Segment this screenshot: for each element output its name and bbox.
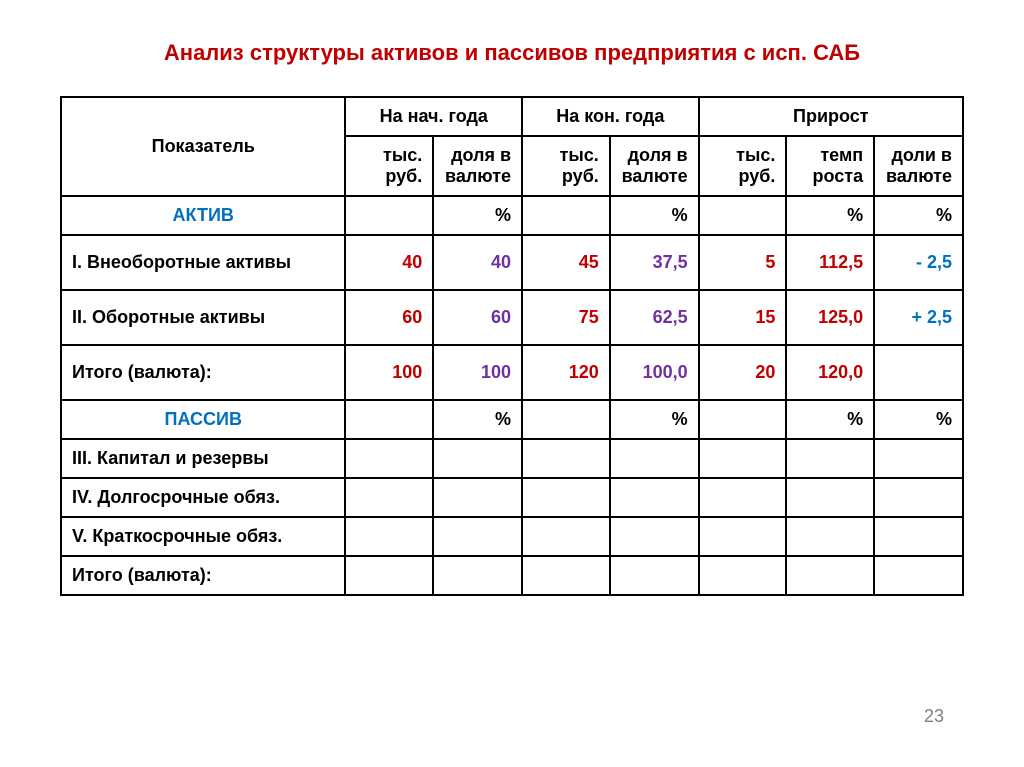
cell bbox=[433, 439, 522, 478]
col-start-year: На нач. года bbox=[345, 97, 522, 136]
cell bbox=[345, 439, 433, 478]
cell bbox=[874, 517, 963, 556]
passive-header-row: ПАССИВ % % % % bbox=[61, 400, 963, 439]
row-label: Итого (валюта): bbox=[61, 345, 345, 400]
cell: 60 bbox=[345, 290, 433, 345]
row-label: II. Оборотные активы bbox=[61, 290, 345, 345]
cell bbox=[699, 400, 787, 439]
cell bbox=[345, 556, 433, 595]
cell bbox=[699, 478, 787, 517]
table-row: III. Капитал и резервы bbox=[61, 439, 963, 478]
cell: - 2,5 bbox=[874, 235, 963, 290]
cell bbox=[786, 439, 874, 478]
table-row: II. Оборотные активы 60 60 75 62,5 15 12… bbox=[61, 290, 963, 345]
col-share-2: доля в валюте bbox=[610, 136, 699, 196]
cell bbox=[522, 517, 610, 556]
cell: + 2,5 bbox=[874, 290, 963, 345]
header-row-1: Показатель На нач. года На кон. года При… bbox=[61, 97, 963, 136]
cell: % bbox=[874, 196, 963, 235]
table-row: V. Краткосрочные обяз. bbox=[61, 517, 963, 556]
cell bbox=[522, 196, 610, 235]
row-label: Итого (валюта): bbox=[61, 556, 345, 595]
table-row: Итого (валюта): bbox=[61, 556, 963, 595]
cell bbox=[699, 517, 787, 556]
row-label: V. Краткосрочные обяз. bbox=[61, 517, 345, 556]
cell bbox=[874, 439, 963, 478]
cell: % bbox=[433, 400, 522, 439]
cell: 100 bbox=[433, 345, 522, 400]
cell bbox=[522, 478, 610, 517]
cell bbox=[345, 400, 433, 439]
col-share-1: доля в валюте bbox=[433, 136, 522, 196]
page-number: 23 bbox=[924, 706, 944, 727]
cell bbox=[345, 517, 433, 556]
row-label: I. Внеоборотные активы bbox=[61, 235, 345, 290]
cell: 40 bbox=[433, 235, 522, 290]
cell: 75 bbox=[522, 290, 610, 345]
col-growth: Прирост bbox=[699, 97, 963, 136]
cell bbox=[874, 478, 963, 517]
cell bbox=[433, 478, 522, 517]
cell: % bbox=[610, 400, 699, 439]
asset-header-row: АКТИВ % % % % bbox=[61, 196, 963, 235]
cell: 100 bbox=[345, 345, 433, 400]
cell: 45 bbox=[522, 235, 610, 290]
cell: % bbox=[610, 196, 699, 235]
cell: % bbox=[433, 196, 522, 235]
cell bbox=[522, 556, 610, 595]
col-end-year: На кон. года bbox=[522, 97, 699, 136]
page-title: Анализ структуры активов и пассивов пред… bbox=[60, 40, 964, 66]
cell bbox=[610, 478, 699, 517]
cell bbox=[610, 517, 699, 556]
cell: % bbox=[786, 400, 874, 439]
cell: 112,5 bbox=[786, 235, 874, 290]
cell bbox=[786, 478, 874, 517]
cell: 37,5 bbox=[610, 235, 699, 290]
cell: 120 bbox=[522, 345, 610, 400]
structure-table: Показатель На нач. года На кон. года При… bbox=[60, 96, 964, 596]
cell bbox=[610, 439, 699, 478]
cell bbox=[433, 517, 522, 556]
cell bbox=[522, 400, 610, 439]
cell: 40 bbox=[345, 235, 433, 290]
cell: 5 bbox=[699, 235, 787, 290]
cell: 125,0 bbox=[786, 290, 874, 345]
table-row: IV. Долгосрочные обяз. bbox=[61, 478, 963, 517]
col-indicator: Показатель bbox=[61, 97, 345, 196]
cell bbox=[345, 196, 433, 235]
cell: 60 bbox=[433, 290, 522, 345]
cell bbox=[345, 478, 433, 517]
cell: 120,0 bbox=[786, 345, 874, 400]
cell: 62,5 bbox=[610, 290, 699, 345]
col-thous-rub-3: тыс. руб. bbox=[699, 136, 787, 196]
cell bbox=[699, 556, 787, 595]
cell: 20 bbox=[699, 345, 787, 400]
cell bbox=[522, 439, 610, 478]
col-thous-rub-1: тыс. руб. bbox=[345, 136, 433, 196]
cell: 100,0 bbox=[610, 345, 699, 400]
row-label: III. Капитал и резервы bbox=[61, 439, 345, 478]
cell bbox=[699, 439, 787, 478]
cell bbox=[699, 196, 787, 235]
cell bbox=[786, 556, 874, 595]
cell: 15 bbox=[699, 290, 787, 345]
cell bbox=[610, 556, 699, 595]
passive-label: ПАССИВ bbox=[61, 400, 345, 439]
asset-label: АКТИВ bbox=[61, 196, 345, 235]
table-row: Итого (валюта): 100 100 120 100,0 20 120… bbox=[61, 345, 963, 400]
col-share-3: доли в валюте bbox=[874, 136, 963, 196]
cell bbox=[874, 556, 963, 595]
cell bbox=[433, 556, 522, 595]
cell bbox=[874, 345, 963, 400]
col-thous-rub-2: тыс. руб. bbox=[522, 136, 610, 196]
row-label: IV. Долгосрочные обяз. bbox=[61, 478, 345, 517]
table-row: I. Внеоборотные активы 40 40 45 37,5 5 1… bbox=[61, 235, 963, 290]
cell: % bbox=[874, 400, 963, 439]
cell bbox=[786, 517, 874, 556]
cell: % bbox=[786, 196, 874, 235]
col-growth-rate: темп роста bbox=[786, 136, 874, 196]
